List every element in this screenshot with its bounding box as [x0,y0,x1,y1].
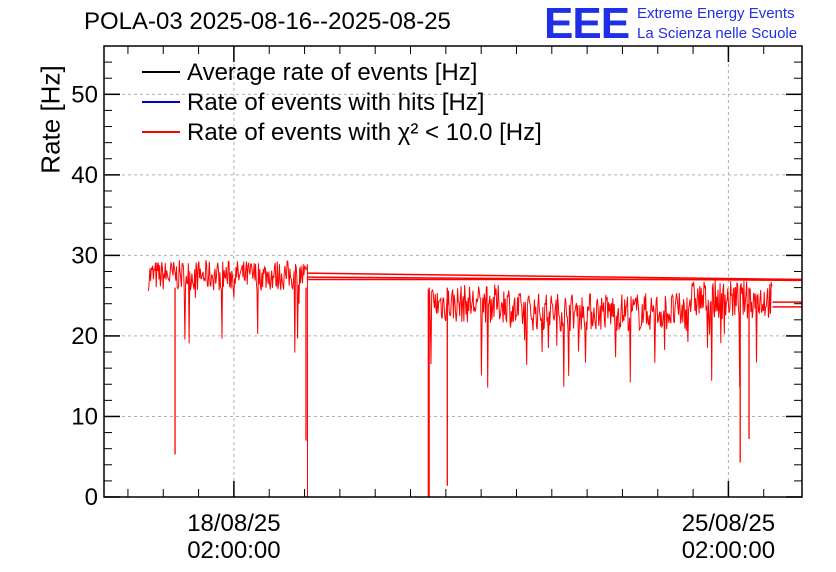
x-tick-label-date: 18/08/25 [187,510,280,537]
y-tick-label: 0 [85,484,98,511]
series-chi2-line [148,260,773,498]
logo-caption-line2: La Scienza nelle Scuole [637,25,798,42]
logo-caption: Extreme Energy Events La Scienza nelle S… [637,4,797,44]
y-tick-label: 20 [71,323,98,350]
x-tick-label-time: 02:00:00 [682,537,775,564]
legend-label: Average rate of events [Hz] [187,59,477,86]
chart-title: POLA-03 2025-08-16--2025-08-25 [84,8,451,35]
x-tick-label-date: 25/08/25 [682,510,775,537]
y-tick-label: 50 [71,81,98,108]
y-tick-label: 30 [71,242,98,269]
legend-label: Rate of events with χ² < 10.0 [Hz] [187,119,542,146]
y-tick-label: 40 [71,162,98,189]
x-tick-label-time: 02:00:00 [187,537,280,564]
legend-label: Rate of events with hits [Hz] [187,89,484,116]
eee-logo: EEE [544,0,630,48]
logo-caption-line1: Extreme Energy Events [637,5,795,22]
y-tick-label: 10 [71,403,98,430]
series-chi2-trace [307,272,803,281]
